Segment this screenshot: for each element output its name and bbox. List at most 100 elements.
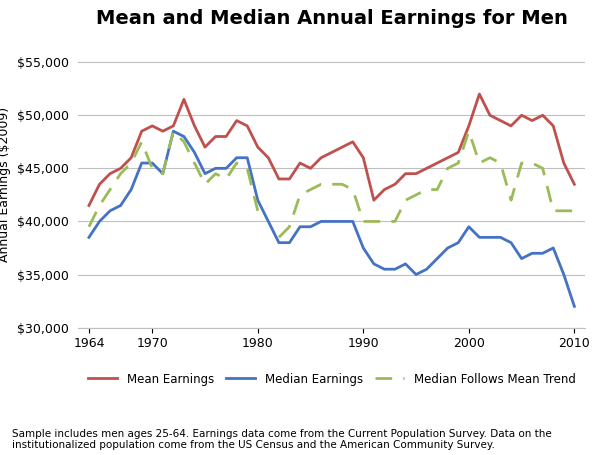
Median Earnings (297, 224, 304, 229)
Median Earnings (180, 134, 188, 139)
Median Earnings (497, 235, 504, 240)
Mean Earnings (338, 144, 346, 150)
Median Earnings (286, 240, 293, 245)
Mean Earnings (381, 187, 388, 192)
Mean Earnings (159, 128, 166, 134)
Median Follows Mean Trend (497, 160, 504, 166)
Median Follows Mean Trend (317, 182, 324, 187)
Median Earnings (381, 267, 388, 272)
Mean Earnings (328, 150, 335, 155)
Mean Earnings (191, 123, 198, 129)
Median Follows Mean Trend (328, 182, 335, 187)
Median Earnings (233, 155, 241, 161)
Median Earnings (528, 251, 535, 256)
Mean Earnings (518, 112, 525, 118)
Mean Earnings (201, 144, 209, 150)
Median Earnings (423, 267, 431, 272)
Median Follows Mean Trend (518, 160, 525, 166)
Median Follows Mean Trend (349, 187, 356, 192)
Mean Earnings (265, 155, 272, 161)
Median Follows Mean Trend (381, 219, 388, 224)
Median Earnings (370, 261, 377, 267)
Median Earnings (360, 245, 367, 251)
Median Earnings (191, 150, 198, 155)
Mean Earnings (466, 123, 473, 129)
Median Earnings (539, 251, 546, 256)
Median Earnings (328, 219, 335, 224)
Mean Earnings (223, 134, 230, 139)
Median Follows Mean Trend (571, 208, 578, 213)
Median Earnings (486, 235, 493, 240)
Title: Mean and Median Annual Earnings for Men: Mean and Median Annual Earnings for Men (96, 9, 567, 28)
Mean Earnings (560, 160, 567, 166)
Median Follows Mean Trend (412, 192, 420, 197)
Median Earnings (571, 303, 578, 309)
Mean Earnings (370, 197, 377, 203)
Median Follows Mean Trend (507, 197, 514, 203)
Line: Median Earnings: Median Earnings (89, 131, 575, 306)
Median Earnings (148, 160, 156, 166)
Median Earnings (201, 171, 209, 177)
Median Earnings (550, 245, 557, 251)
Median Earnings (107, 208, 114, 213)
Mean Earnings (169, 123, 177, 129)
Line: Median Follows Mean Trend: Median Follows Mean Trend (279, 131, 575, 238)
Median Follows Mean Trend (307, 187, 314, 192)
Mean Earnings (434, 160, 441, 166)
Mean Earnings (128, 155, 135, 161)
Median Follows Mean Trend (286, 224, 293, 229)
Median Earnings (507, 240, 514, 245)
Mean Earnings (117, 166, 124, 171)
Mean Earnings (180, 96, 188, 102)
Median Follows Mean Trend (476, 160, 483, 166)
Median Earnings (455, 240, 462, 245)
Mean Earnings (444, 155, 452, 161)
Mean Earnings (476, 91, 483, 97)
Median Follows Mean Trend (402, 197, 409, 203)
Mean Earnings (233, 118, 241, 123)
Mean Earnings (528, 118, 535, 123)
Median Earnings (86, 235, 93, 240)
Median Earnings (518, 256, 525, 261)
Mean Earnings (317, 155, 324, 161)
Median Follows Mean Trend (528, 160, 535, 166)
Median Earnings (276, 240, 283, 245)
Median Earnings (476, 235, 483, 240)
Median Earnings (138, 160, 145, 166)
Median Follows Mean Trend (466, 128, 473, 134)
Median Earnings (338, 219, 346, 224)
Mean Earnings (423, 166, 431, 171)
Mean Earnings (391, 182, 399, 187)
Median Follows Mean Trend (539, 166, 546, 171)
Median Follows Mean Trend (550, 208, 557, 213)
Median Follows Mean Trend (434, 187, 441, 192)
Median Follows Mean Trend (486, 155, 493, 161)
Mean Earnings (297, 160, 304, 166)
Mean Earnings (276, 176, 283, 182)
Median Earnings (402, 261, 409, 267)
Median Follows Mean Trend (423, 187, 431, 192)
Median Follows Mean Trend (455, 160, 462, 166)
Median Earnings (96, 219, 103, 224)
Median Earnings (391, 267, 399, 272)
Median Earnings (317, 219, 324, 224)
Median Earnings (434, 256, 441, 261)
Median Earnings (412, 272, 420, 277)
Median Earnings (212, 166, 219, 171)
Median Follows Mean Trend (297, 192, 304, 197)
Median Follows Mean Trend (338, 182, 346, 187)
Line: Mean Earnings: Mean Earnings (89, 94, 575, 206)
Median Earnings (444, 245, 452, 251)
Mean Earnings (96, 182, 103, 187)
Mean Earnings (539, 112, 546, 118)
Legend: Mean Earnings, Median Earnings, Median Follows Mean Trend: Mean Earnings, Median Earnings, Median F… (83, 368, 580, 390)
Mean Earnings (550, 123, 557, 129)
Median Earnings (223, 166, 230, 171)
Mean Earnings (412, 171, 420, 177)
Median Earnings (349, 219, 356, 224)
Median Earnings (265, 219, 272, 224)
Mean Earnings (402, 171, 409, 177)
Median Follows Mean Trend (276, 235, 283, 240)
Median Earnings (128, 187, 135, 192)
Y-axis label: Annual Earnings ($2009): Annual Earnings ($2009) (0, 107, 11, 262)
